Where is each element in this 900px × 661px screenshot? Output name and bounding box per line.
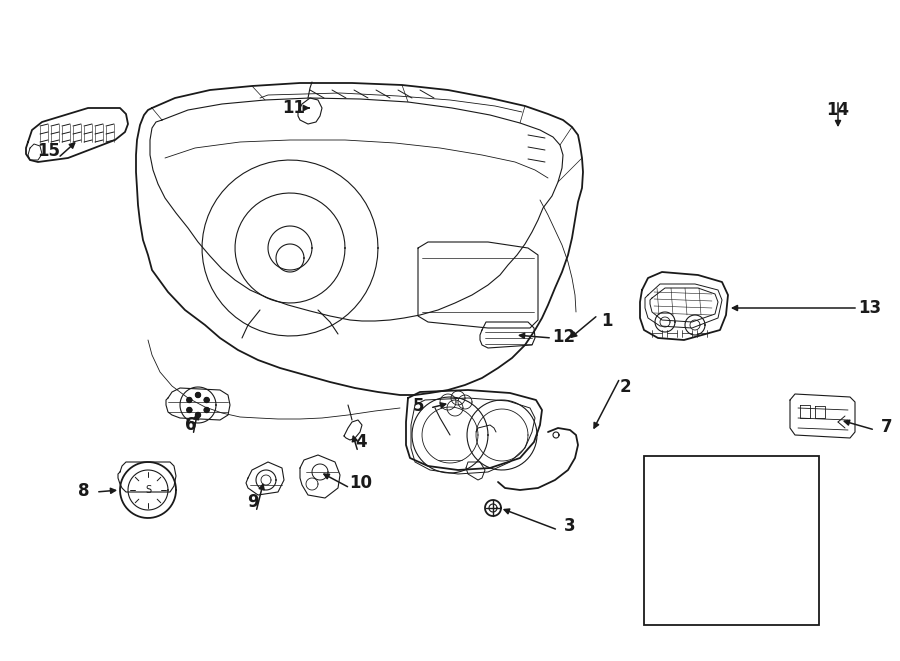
Polygon shape xyxy=(422,407,478,463)
Text: 13: 13 xyxy=(859,299,882,317)
Polygon shape xyxy=(128,470,168,510)
Text: 3: 3 xyxy=(563,518,575,535)
Text: 1: 1 xyxy=(601,313,613,330)
Polygon shape xyxy=(685,315,705,335)
Polygon shape xyxy=(451,391,465,405)
Polygon shape xyxy=(195,412,201,418)
Text: 11: 11 xyxy=(283,99,305,117)
Polygon shape xyxy=(447,400,463,416)
Polygon shape xyxy=(180,387,216,423)
Text: 14: 14 xyxy=(826,101,850,119)
Polygon shape xyxy=(256,470,276,490)
Polygon shape xyxy=(553,432,559,438)
Polygon shape xyxy=(195,393,201,397)
Polygon shape xyxy=(276,244,304,272)
Polygon shape xyxy=(467,400,537,470)
Polygon shape xyxy=(268,226,312,270)
Polygon shape xyxy=(306,478,318,490)
Polygon shape xyxy=(672,548,690,566)
Polygon shape xyxy=(458,395,472,409)
Text: 9: 9 xyxy=(248,493,259,512)
Polygon shape xyxy=(485,500,501,516)
Text: S: S xyxy=(145,485,151,495)
Polygon shape xyxy=(690,320,700,330)
Bar xyxy=(644,456,819,625)
Polygon shape xyxy=(312,464,328,480)
Polygon shape xyxy=(187,407,192,412)
Polygon shape xyxy=(412,397,488,473)
Text: 8: 8 xyxy=(78,482,90,500)
Polygon shape xyxy=(120,462,176,518)
Text: 12: 12 xyxy=(553,329,575,346)
Polygon shape xyxy=(655,312,675,332)
Polygon shape xyxy=(678,553,686,561)
Text: 6: 6 xyxy=(184,416,196,434)
Polygon shape xyxy=(440,394,456,410)
Polygon shape xyxy=(204,407,209,412)
Text: 5: 5 xyxy=(412,397,424,414)
Text: 4: 4 xyxy=(356,434,367,451)
Polygon shape xyxy=(660,317,670,327)
Polygon shape xyxy=(204,397,209,403)
Text: 10: 10 xyxy=(349,475,372,492)
Polygon shape xyxy=(187,397,192,403)
Polygon shape xyxy=(476,409,528,461)
Polygon shape xyxy=(261,475,271,485)
Text: 15: 15 xyxy=(38,142,60,161)
Polygon shape xyxy=(235,193,345,303)
Text: 2: 2 xyxy=(620,378,631,396)
Text: 7: 7 xyxy=(881,418,893,436)
Polygon shape xyxy=(489,504,497,512)
Polygon shape xyxy=(202,160,378,336)
